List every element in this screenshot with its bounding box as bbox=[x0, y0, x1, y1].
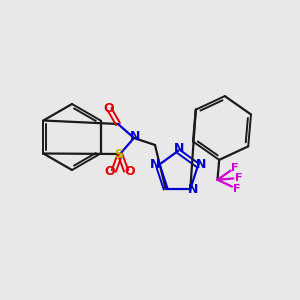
Text: N: N bbox=[196, 158, 206, 171]
Text: O: O bbox=[103, 102, 114, 115]
Text: F: F bbox=[233, 184, 240, 194]
Text: O: O bbox=[104, 165, 115, 178]
Text: N: N bbox=[174, 142, 184, 154]
Text: O: O bbox=[125, 165, 136, 178]
Text: N: N bbox=[130, 130, 140, 143]
Text: S: S bbox=[115, 148, 124, 160]
Text: N: N bbox=[188, 184, 199, 196]
Text: F: F bbox=[235, 173, 242, 183]
Text: N: N bbox=[150, 158, 160, 171]
Text: F: F bbox=[231, 163, 238, 173]
